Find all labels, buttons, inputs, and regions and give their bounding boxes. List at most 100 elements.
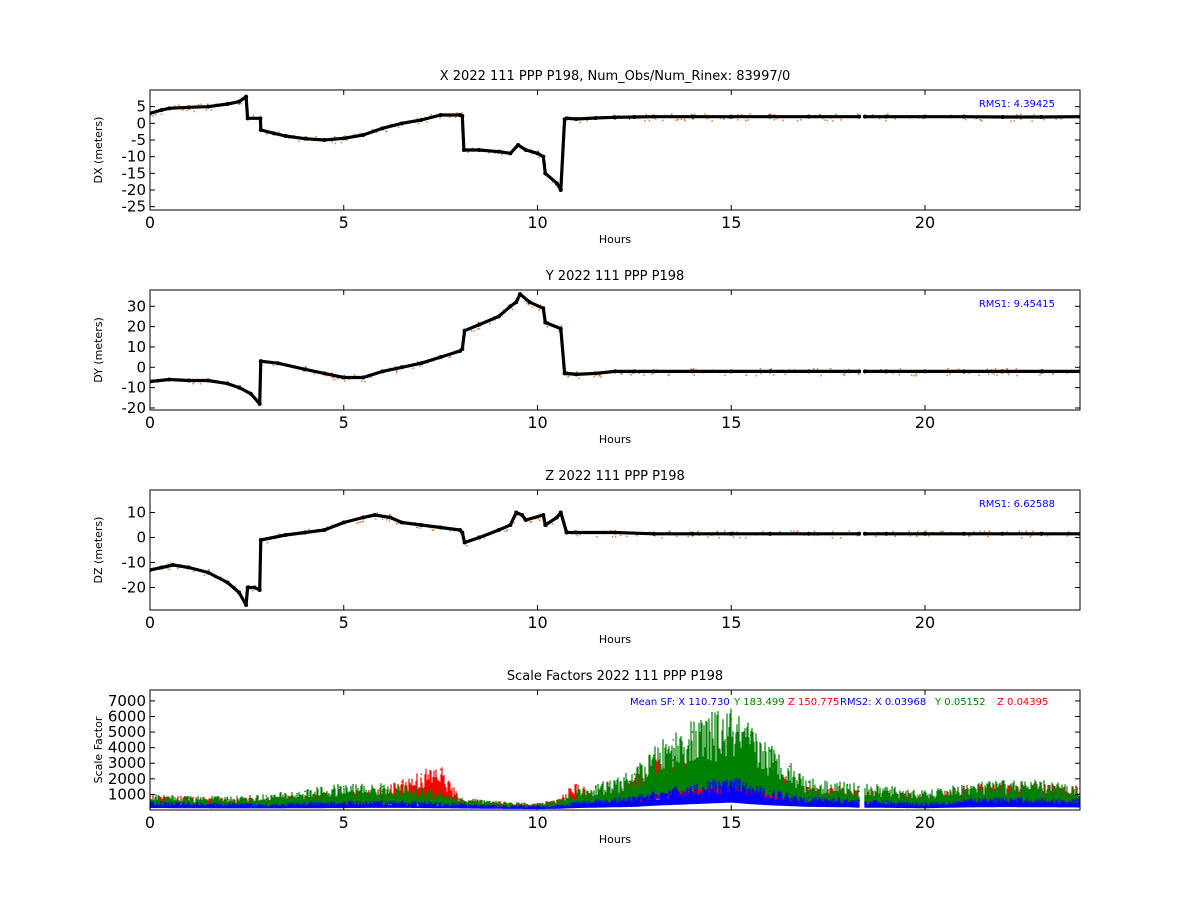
- noise-point: [1018, 530, 1021, 532]
- noise-point: [611, 535, 614, 538]
- data-point: [768, 114, 772, 119]
- noise-point: [526, 302, 528, 304]
- y-axis-label: DX (meters): [92, 117, 105, 184]
- noise-point: [476, 328, 479, 330]
- noise-point: [747, 119, 749, 121]
- data-point: [225, 580, 230, 585]
- noise-point: [813, 530, 816, 533]
- noise-point: [820, 374, 822, 377]
- x-axis-label: Hours: [599, 433, 631, 446]
- noise-point: [538, 156, 540, 159]
- data-point: [258, 128, 263, 132]
- noise-point: [568, 375, 571, 377]
- y-tick-label: 10: [127, 504, 146, 522]
- noise-point: [333, 378, 336, 381]
- noise-point: [722, 118, 725, 120]
- data-point: [438, 113, 443, 117]
- noise-point: [600, 376, 602, 378]
- noise-point: [993, 373, 996, 376]
- noise-point: [894, 535, 896, 538]
- noise-point: [394, 365, 397, 368]
- noise-point: [690, 368, 692, 370]
- x-axis-label: Hours: [599, 233, 631, 246]
- noise-point: [546, 326, 549, 328]
- noise-point: [308, 528, 310, 531]
- noise-point: [326, 526, 328, 528]
- noise-point: [668, 373, 671, 376]
- y-tick-label: 0: [136, 529, 146, 547]
- noise-point: [272, 364, 275, 367]
- data-point: [225, 102, 230, 106]
- noise-point: [973, 530, 975, 533]
- scale-factor-annotation: Z 150.775: [788, 697, 839, 708]
- data-point: [381, 800, 384, 803]
- noise-point: [506, 530, 508, 532]
- noise-point: [277, 533, 280, 535]
- data-point: [543, 320, 548, 325]
- data-point: [632, 369, 637, 374]
- noise-point: [416, 117, 419, 120]
- x-tick-label: 20: [915, 613, 935, 632]
- data-point: [496, 528, 501, 532]
- noise-point: [395, 523, 398, 525]
- noise-point: [645, 114, 648, 116]
- noise-point: [994, 368, 997, 370]
- noise-point: [784, 373, 787, 375]
- noise-point: [654, 118, 657, 120]
- noise-point: [547, 321, 550, 323]
- plot-area: [150, 94, 1080, 192]
- noise-point: [661, 537, 663, 539]
- noise-point: [336, 377, 339, 380]
- noise-point: [238, 103, 240, 106]
- data-point: [438, 525, 443, 530]
- data-point: [258, 359, 263, 364]
- noise-point: [773, 113, 775, 116]
- noise-point: [412, 367, 414, 370]
- noise-point: [578, 377, 580, 380]
- data-series: [150, 292, 1080, 406]
- data-point: [711, 782, 713, 785]
- data-point: [1040, 782, 1043, 785]
- noise-point: [739, 536, 741, 539]
- y-tick-label: -15: [122, 164, 147, 182]
- subplot-2: 0 5 10 15 20 30 20 10 0 -10 -20 Y 2022 111 PPP P198…: [92, 269, 1081, 446]
- noise-point: [432, 529, 435, 532]
- noise-point: [417, 122, 420, 125]
- x-tick-label: 5: [339, 613, 349, 632]
- y-tick-label: 30: [127, 297, 146, 315]
- noise-point: [947, 368, 949, 370]
- noise-point: [199, 382, 202, 385]
- noise-point: [775, 117, 778, 120]
- data-point: [554, 515, 559, 520]
- noise-point: [593, 375, 595, 378]
- noise-point: [353, 374, 356, 376]
- noise-point: [348, 378, 350, 381]
- noise-point: [215, 103, 218, 105]
- noise-point: [969, 534, 971, 537]
- data-point: [361, 133, 366, 137]
- data-point: [862, 531, 867, 536]
- noise-point: [598, 375, 600, 377]
- noise-point: [875, 535, 877, 538]
- data-point: [401, 800, 403, 803]
- noise-point: [1029, 536, 1032, 538]
- data-point: [594, 799, 597, 802]
- noise-point: [942, 531, 945, 533]
- data-point: [523, 518, 528, 522]
- noise-point: [628, 118, 631, 120]
- data-point: [846, 784, 849, 786]
- noise-point: [755, 374, 758, 377]
- data-point: [322, 138, 327, 142]
- data-point: [846, 798, 849, 800]
- data-point: [857, 114, 862, 119]
- noise-point: [389, 123, 392, 125]
- noise-point: [206, 103, 209, 105]
- y-tick-label: -20: [122, 181, 147, 199]
- data-point: [633, 796, 636, 799]
- data-point: [237, 590, 242, 595]
- noise-point: [1068, 530, 1070, 533]
- noise-point: [205, 109, 208, 111]
- data-point: [258, 538, 263, 542]
- noise-point: [538, 519, 541, 522]
- x-tick-label: 15: [721, 213, 741, 232]
